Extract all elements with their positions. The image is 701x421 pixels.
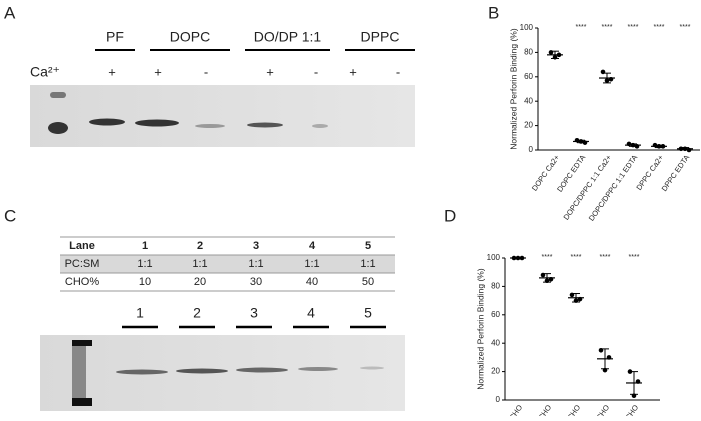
table-cell: 1:1 (137, 258, 152, 270)
y-tick-label: 100 (487, 253, 501, 262)
x-tick-label: DOPC/DPPC 1:1 EDTA (587, 153, 639, 223)
table-row-bg (60, 255, 395, 273)
x-tick-label: 10% CHO (498, 403, 525, 416)
significance: **** (571, 254, 582, 261)
y-tick-label: 100 (520, 23, 534, 32)
lane-group-label: PF (106, 29, 124, 45)
y-tick-label: 0 (496, 395, 501, 404)
table-cell: 4 (309, 240, 316, 252)
table-cell: 1:1 (304, 258, 319, 270)
y-axis-label: Normalized Perforin Binding (%) (475, 268, 485, 390)
x-tick-label: 40% CHO (585, 403, 612, 416)
table-cell: 30 (250, 276, 262, 288)
sign: - (314, 64, 318, 79)
table-cell: 1:1 (360, 258, 375, 270)
sign: + (108, 64, 116, 79)
y-tick-label: 20 (524, 121, 533, 130)
y-tick-label: 20 (491, 367, 500, 376)
sign: - (204, 64, 208, 79)
significance: **** (654, 24, 665, 31)
significance: **** (628, 24, 639, 31)
table-cell: 40 (306, 276, 318, 288)
lane-number: 1 (136, 305, 144, 321)
table-cell: 20 (194, 276, 206, 288)
gel-c-labels: 1 2 3 4 5 (122, 305, 386, 329)
panel-label: B (488, 3, 499, 22)
panel-label: A (4, 3, 16, 22)
x-tick-label: 30% CHO (556, 403, 583, 416)
table-cell: 1 (142, 240, 148, 252)
y-tick-label: 80 (524, 48, 533, 57)
gel (40, 335, 405, 411)
panel-label: D (444, 206, 456, 225)
significance: **** (602, 24, 613, 31)
gel-bands (48, 92, 328, 134)
lane-group-label: DO/DP 1:1 (254, 29, 322, 45)
lane-number: 5 (364, 305, 372, 321)
y-tick-label: 0 (529, 145, 534, 154)
table-cell: 1:1 (248, 258, 263, 270)
sign: + (154, 64, 162, 79)
x-tick-label: 20% CHO (527, 403, 554, 416)
x-tick-label: DOPC/DPPC 1:1 Ca2+ (562, 153, 614, 222)
table-cell: CHO% (65, 276, 99, 288)
y-tick-label: 60 (524, 72, 533, 81)
gel-bands (72, 340, 384, 406)
sign: + (349, 64, 357, 79)
gel (30, 85, 415, 147)
x-tick-label: 50% CHO (614, 403, 641, 416)
lane-group-label: DOPC (170, 29, 210, 45)
y-tick-label: 40 (491, 338, 500, 347)
significance: **** (576, 24, 587, 31)
y-tick-label: 80 (491, 282, 500, 291)
significance: **** (600, 254, 611, 261)
table-cell: PC:SM (65, 258, 100, 270)
panel-label: C (4, 206, 16, 225)
table-cell: 1:1 (192, 258, 207, 270)
lane-number: 3 (250, 305, 258, 321)
ion-label: Ca²⁺ (30, 64, 60, 80)
y-axis-label: Normalized Perforin Binding (%) (508, 28, 518, 150)
table-cell: 2 (197, 240, 203, 252)
table-cell: 10 (139, 276, 151, 288)
significance: **** (680, 24, 691, 31)
table-cell: 5 (365, 240, 371, 252)
significance: **** (629, 254, 640, 261)
significance: **** (542, 254, 553, 261)
lane-number: 2 (193, 305, 201, 321)
table-cell: 3 (253, 240, 259, 252)
sign: + (266, 64, 274, 79)
y-tick-label: 60 (491, 310, 500, 319)
table: Lane 1 2 3 4 5 PC:SM 1:1 1:1 1:1 1:1 1:1 CHO% 10 20 30 4… (65, 240, 376, 288)
y-tick-label: 40 (524, 96, 533, 105)
table-cell: 50 (362, 276, 374, 288)
gel-a-labels: PF DOPC DO/DP 1:1 DPPC Ca²⁺ + + - + - + - (30, 29, 415, 80)
lane-group-label: DPPC (361, 29, 400, 45)
table-cell: Lane (69, 240, 95, 252)
lane-number: 4 (307, 305, 315, 321)
sign: - (396, 64, 400, 79)
